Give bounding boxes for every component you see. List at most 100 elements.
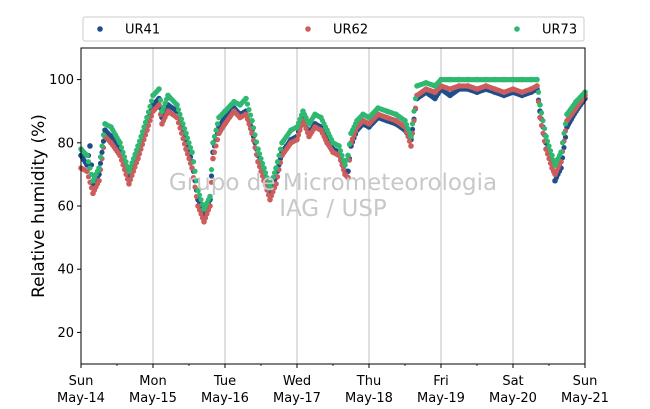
data-point — [558, 149, 564, 156]
y-tick-label: 80 — [57, 136, 74, 151]
data-point — [312, 111, 318, 118]
data-point — [519, 89, 525, 96]
interp-point — [196, 192, 203, 198]
interp-point — [295, 132, 302, 138]
legend-items: UR41 UR62 UR73 — [97, 23, 577, 38]
interp-point — [181, 125, 188, 132]
interp-point — [162, 100, 168, 106]
data-point — [96, 165, 102, 171]
x-tick-weekday: Sat — [502, 374, 523, 389]
data-point — [447, 86, 453, 92]
interp-point — [303, 125, 309, 132]
data-point — [312, 124, 318, 130]
data-point — [348, 130, 354, 137]
data-point — [90, 177, 96, 184]
interp-point — [211, 133, 218, 140]
interp-point — [132, 164, 138, 170]
interp-point — [340, 167, 347, 173]
interp-point — [262, 170, 269, 176]
data-point — [231, 98, 237, 105]
interp-point — [138, 133, 144, 140]
data-point — [273, 165, 279, 171]
data-point — [510, 76, 516, 83]
data-point — [294, 136, 300, 143]
interp-point — [139, 129, 146, 135]
interp-point — [559, 140, 566, 146]
data-point — [492, 76, 498, 83]
interp-point — [100, 132, 107, 138]
interp-point — [180, 121, 186, 127]
interp-point — [142, 119, 149, 125]
data-point — [465, 76, 471, 83]
data-point — [510, 86, 516, 92]
data-point — [201, 206, 207, 212]
interp-point — [127, 177, 134, 183]
data-point — [306, 133, 312, 140]
data-point — [549, 152, 555, 159]
data-point — [279, 140, 285, 146]
legend-label-UR41: UR41 — [125, 23, 160, 38]
data-point — [474, 86, 480, 92]
data-point — [255, 146, 261, 152]
data-point — [375, 105, 381, 111]
data-point — [414, 83, 420, 89]
data-point — [273, 181, 279, 187]
x-tick-weekday: Sun — [573, 374, 598, 389]
data-point — [249, 117, 255, 124]
y-tick-label: 60 — [57, 200, 74, 215]
interp-point — [297, 116, 303, 122]
data-point — [465, 83, 471, 89]
x-tick-date: May-19 — [417, 391, 465, 406]
data-point — [165, 92, 171, 99]
interp-point — [180, 135, 186, 142]
data-point — [543, 133, 549, 140]
legend: UR41 UR62 UR73 — [82, 16, 585, 42]
data-point — [243, 95, 249, 102]
data-point — [534, 83, 540, 89]
data-point — [324, 140, 330, 146]
data-point — [231, 108, 237, 114]
interp-point — [547, 148, 554, 154]
x-tick-weekday: Sun — [69, 374, 94, 389]
interp-point — [208, 179, 215, 185]
interp-point — [187, 144, 194, 151]
interp-point — [198, 211, 204, 217]
data-point — [261, 165, 267, 171]
interp-point — [244, 101, 251, 107]
interp-point — [133, 147, 140, 153]
interp-point — [130, 168, 137, 174]
interp-point — [204, 211, 210, 217]
data-point — [483, 83, 489, 89]
interp-point — [132, 151, 138, 157]
watermark-line-2: IAG / USP — [279, 196, 387, 222]
data-point — [126, 181, 132, 187]
interp-point — [148, 113, 155, 119]
x-axis-ticks: Sun May-14 Mon May-15 Tue May-16 Wed May-17 Thu M… — [57, 364, 609, 406]
interp-point — [540, 118, 546, 124]
interp-point — [211, 149, 218, 155]
interp-point — [213, 127, 219, 133]
interp-point — [270, 174, 276, 181]
data-point — [135, 155, 141, 162]
data-point — [393, 111, 399, 118]
legend-marker-UR62 — [305, 26, 311, 32]
interp-point — [246, 107, 252, 113]
interp-point — [343, 157, 350, 163]
x-tick-date: May-16 — [201, 391, 249, 406]
data-point — [408, 143, 414, 149]
interp-point — [184, 135, 191, 141]
data-point — [195, 203, 201, 209]
data-point — [108, 140, 114, 146]
interp-point — [276, 152, 282, 159]
data-point — [534, 76, 540, 83]
data-point — [336, 143, 342, 149]
interp-point — [562, 121, 569, 127]
interp-point — [561, 130, 567, 136]
data-point — [528, 86, 534, 92]
interp-point — [175, 120, 182, 126]
interp-point — [256, 151, 263, 157]
data-point — [366, 121, 372, 127]
interp-point — [271, 170, 278, 176]
data-point — [519, 76, 525, 83]
interp-point — [147, 103, 153, 110]
